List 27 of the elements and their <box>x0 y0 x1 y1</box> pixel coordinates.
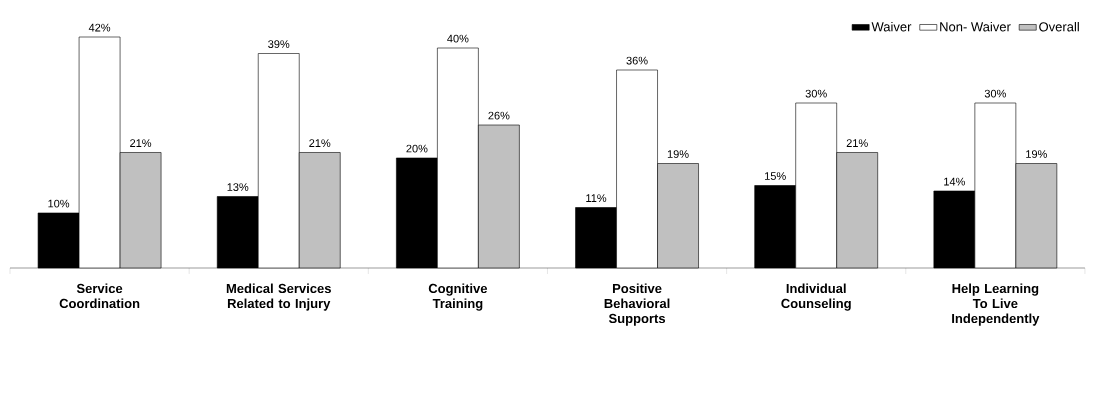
data-label: 19% <box>1026 150 1047 158</box>
data-label: 15% <box>765 172 786 180</box>
data-label: 19% <box>667 150 689 158</box>
data-label: 42% <box>88 23 111 32</box>
legend-label: Overall <box>1039 21 1079 32</box>
x-tick-label: Individual Counseling <box>781 283 851 311</box>
x-tick-label: Service Coordination <box>59 283 140 309</box>
data-label: 20% <box>406 144 428 153</box>
data-label: 11% <box>586 194 607 202</box>
x-tick-label: Positive Behavioral Supports <box>604 283 670 326</box>
legend-label: Waiver <box>871 21 912 32</box>
x-tick-label: Cognitive Training <box>428 283 488 311</box>
data-label: 21% <box>130 139 152 147</box>
data-label: 10% <box>48 199 70 208</box>
x-tick-label: Medical Services Related to Injury <box>226 283 331 311</box>
data-label: 14% <box>944 177 965 186</box>
data-label: 30% <box>984 89 1006 98</box>
x-tick-label: Help Learning To Live Independently <box>952 283 1040 326</box>
data-label: 40% <box>447 34 469 43</box>
data-label: 26% <box>488 111 510 120</box>
data-label: 39% <box>268 40 290 48</box>
data-label: 21% <box>309 139 331 147</box>
data-label: 21% <box>846 139 868 147</box>
data-label: 13% <box>227 183 249 191</box>
legend-label: Non- Waiver <box>940 21 1011 32</box>
data-label: 36% <box>626 56 648 65</box>
data-label: 30% <box>805 89 827 98</box>
